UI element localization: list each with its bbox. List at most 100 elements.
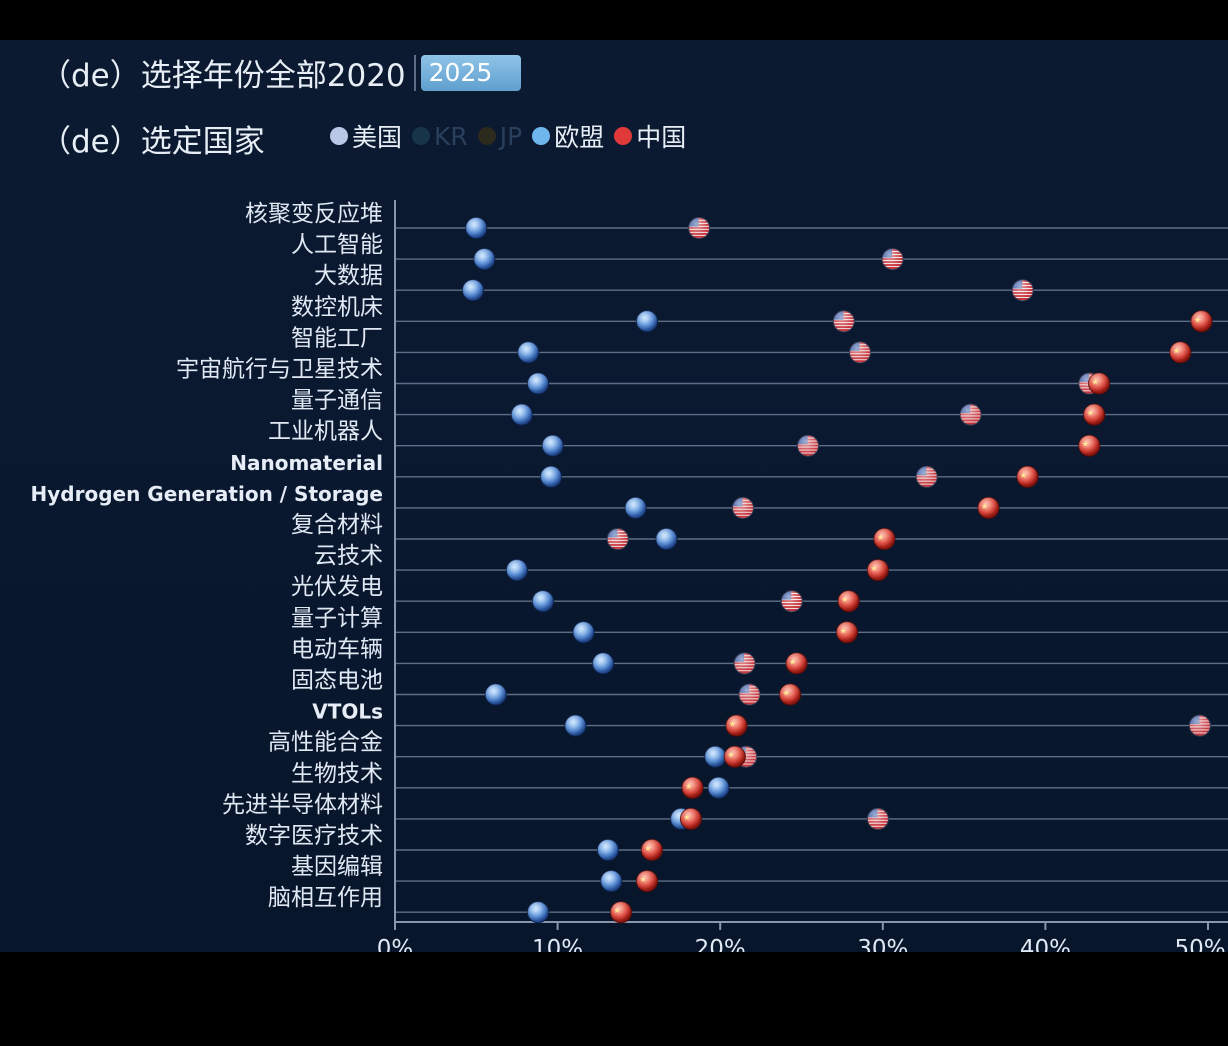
us-outline bbox=[915, 465, 938, 488]
marker-shine bbox=[1083, 404, 1105, 426]
legend-item-eu[interactable]: 欧盟 bbox=[532, 118, 604, 154]
us-flag-marker bbox=[916, 466, 938, 488]
data-point-us bbox=[881, 248, 904, 271]
category-label: 宇宙航行与卫星技术 bbox=[176, 357, 383, 383]
marker-shine bbox=[838, 590, 860, 612]
marker-shine bbox=[1017, 466, 1039, 488]
us-flag-marker bbox=[732, 497, 754, 519]
category-label: 核聚变反应堆 bbox=[245, 201, 383, 227]
marker-shine bbox=[708, 777, 730, 799]
data-point-us bbox=[606, 528, 629, 550]
legend-item-jp[interactable]: JP bbox=[477, 122, 522, 151]
us-flag-marker bbox=[781, 590, 803, 612]
marker-shine bbox=[610, 901, 632, 923]
data-point-eu bbox=[527, 901, 550, 924]
circle-icon bbox=[330, 127, 348, 145]
marker-shine bbox=[786, 652, 808, 674]
year-selected-button[interactable]: 2025 bbox=[420, 54, 521, 91]
marker-shine bbox=[867, 559, 889, 581]
circle-icon bbox=[614, 127, 633, 145]
data-point-eu bbox=[473, 248, 496, 271]
marker-shine bbox=[836, 621, 858, 643]
legend-item-kr[interactable]: KR bbox=[412, 122, 468, 151]
marker-shine bbox=[573, 621, 595, 643]
category-label: 电动车辆 bbox=[291, 636, 383, 662]
marker-shine bbox=[636, 870, 658, 892]
us-flag-marker bbox=[1012, 279, 1034, 301]
data-point-eu bbox=[636, 310, 659, 333]
marker-shine bbox=[511, 404, 533, 426]
data-point-cn: ★ bbox=[1016, 465, 1039, 488]
data-point-us bbox=[1011, 279, 1034, 302]
data-point-us bbox=[832, 310, 855, 333]
marker-shine bbox=[704, 746, 726, 768]
marker-shine bbox=[1078, 435, 1100, 457]
data-point-eu bbox=[592, 652, 615, 675]
data-point-cn: ★ bbox=[1088, 372, 1111, 395]
category-label: 复合材料 bbox=[291, 512, 383, 538]
data-point-us bbox=[1188, 714, 1211, 737]
marker-shine bbox=[725, 715, 747, 737]
data-point-us bbox=[797, 434, 820, 457]
chart-panel: （de）选择年份全部2020 2025 （de）选定国家 美国 KR JP 欧盟 … bbox=[0, 40, 1228, 952]
category-label: Nanomaterial bbox=[230, 451, 383, 475]
marker-shine bbox=[641, 839, 663, 861]
marker-shine bbox=[527, 901, 549, 923]
x-tick-label: 10% bbox=[532, 936, 583, 952]
data-point-us bbox=[688, 217, 711, 239]
data-point-cn: ★ bbox=[679, 807, 702, 830]
data-point-us bbox=[866, 807, 889, 830]
data-point-eu bbox=[505, 559, 528, 582]
category-label: VTOLs bbox=[312, 700, 383, 724]
data-point-cn: ★ bbox=[723, 745, 746, 768]
legend-item-cn[interactable]: 中国 bbox=[614, 118, 686, 154]
x-tick-label: 50% bbox=[1174, 936, 1225, 952]
category-label: 先进半导体材料 bbox=[222, 792, 383, 818]
data-point-cn: ★ bbox=[636, 870, 659, 893]
data-point-eu bbox=[527, 372, 550, 395]
x-tick-label: 20% bbox=[695, 936, 746, 952]
data-point-cn: ★ bbox=[725, 714, 748, 737]
category-label: 量子计算 bbox=[291, 605, 383, 631]
data-point-cn: ★ bbox=[837, 590, 860, 613]
data-point-cn: ★ bbox=[836, 621, 859, 644]
marker-shine bbox=[873, 528, 895, 550]
marker-shine bbox=[680, 808, 702, 830]
data-point-eu bbox=[600, 870, 623, 893]
marker-shine bbox=[462, 279, 484, 301]
legend: 美国 KR JP 欧盟 中国 bbox=[330, 116, 696, 156]
marker-shine bbox=[465, 217, 487, 239]
marker-shine bbox=[977, 497, 999, 519]
marker-shine bbox=[527, 373, 549, 394]
data-point-us bbox=[738, 683, 761, 706]
data-point-cn: ★ bbox=[681, 776, 704, 799]
us-outline bbox=[733, 652, 756, 675]
country-selector-label: （de）选定国家 bbox=[40, 124, 265, 160]
data-point-eu bbox=[462, 279, 485, 302]
year-selector-row: （de）选择年份全部2020 2025 bbox=[40, 50, 521, 95]
legend-item-us[interactable]: 美国 bbox=[330, 118, 402, 154]
data-point-eu bbox=[531, 590, 554, 613]
category-label: 数字医疗技术 bbox=[245, 823, 383, 849]
category-label: 大数据 bbox=[314, 263, 383, 289]
marker-shine bbox=[597, 839, 619, 861]
data-point-cn: ★ bbox=[779, 683, 802, 706]
us-outline bbox=[849, 341, 872, 364]
data-point-cn: ★ bbox=[1169, 341, 1192, 364]
category-label: 量子通信 bbox=[291, 388, 383, 414]
us-outline bbox=[731, 496, 754, 519]
data-point-eu bbox=[510, 403, 533, 426]
marker-shine bbox=[724, 746, 746, 768]
data-point-us bbox=[780, 590, 803, 613]
us-flag-marker bbox=[607, 528, 629, 550]
data-point-eu bbox=[572, 621, 595, 644]
us-outline bbox=[959, 403, 982, 426]
data-point-cn: ★ bbox=[1083, 403, 1106, 426]
marker-shine bbox=[485, 684, 507, 705]
circle-icon bbox=[477, 127, 496, 145]
category-label: 基因编辑 bbox=[291, 854, 383, 880]
category-label: 高性能合金 bbox=[268, 730, 383, 756]
us-flag-marker bbox=[734, 652, 756, 674]
marker-shine bbox=[1190, 310, 1212, 332]
data-point-eu bbox=[465, 217, 488, 239]
